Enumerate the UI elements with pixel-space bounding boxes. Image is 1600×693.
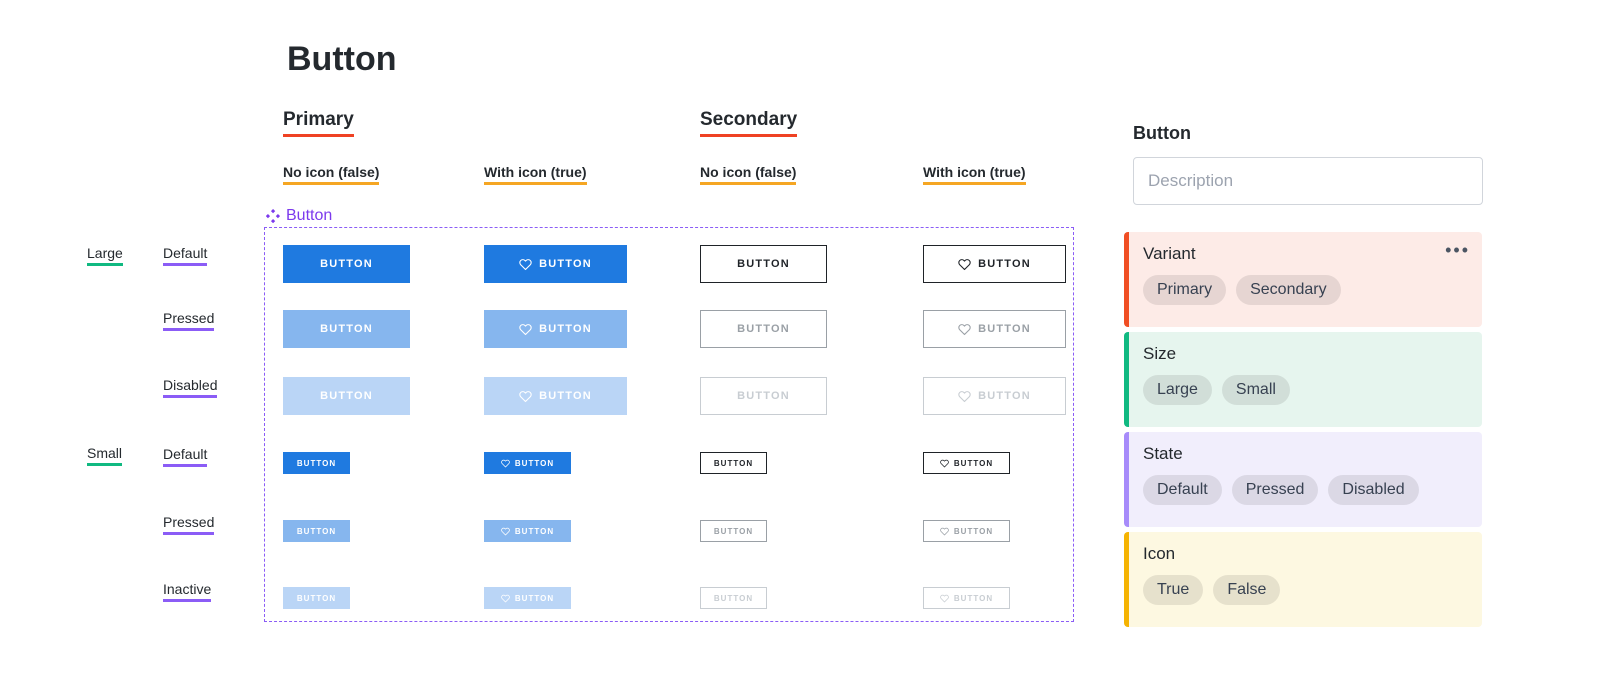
heart-icon [940,527,949,536]
pill-pressed[interactable]: Pressed [1232,475,1319,505]
button-primary-small-default-noicon[interactable]: BUTTON [283,452,350,474]
button-secondary-small-default-noicon[interactable]: BUTTON [700,452,767,474]
state-label-small-default: Default [163,446,207,467]
button-primary-large-default-noicon[interactable]: BUTTON [283,245,410,283]
button-primary-large-disabled-withicon[interactable]: BUTTON [484,377,627,415]
state-label-large-pressed: Pressed [163,310,214,331]
pill-default[interactable]: Default [1143,475,1222,505]
size-label-small: Small [87,445,122,466]
pill-primary[interactable]: Primary [1143,275,1226,305]
button-primary-large-pressed-withicon[interactable]: BUTTON [484,310,627,348]
button-primary-small-pressed-noicon[interactable]: BUTTON [283,520,350,542]
heart-icon [519,258,532,271]
heart-icon [958,390,971,403]
heart-icon [940,594,949,603]
heart-icon [501,527,510,536]
state-label-large-default: Default [163,245,207,266]
heart-icon [958,323,971,336]
button-secondary-large-pressed-noicon[interactable]: BUTTON [700,310,827,348]
button-secondary-small-inactive-noicon[interactable]: BUTTON [700,587,767,609]
frame-label[interactable]: Button [266,207,332,225]
more-icon[interactable]: ••• [1445,246,1470,255]
button-primary-small-default-withicon[interactable]: BUTTON [484,452,571,474]
heart-icon [519,390,532,403]
header-primary: Primary [283,109,354,137]
pill-disabled[interactable]: Disabled [1328,475,1418,505]
button-primary-small-pressed-withicon[interactable]: BUTTON [484,520,571,542]
pill-row: Default Pressed Disabled [1143,475,1468,505]
pill-row: Primary Secondary [1143,275,1468,305]
property-card-state[interactable]: State Default Pressed Disabled [1124,432,1482,527]
button-primary-large-disabled-noicon[interactable]: BUTTON [283,377,410,415]
header-secondary: Secondary [700,109,797,137]
pill-secondary[interactable]: Secondary [1236,275,1341,305]
state-label-large-disabled: Disabled [163,377,217,398]
subheader-secondary-withicon: With icon (true) [923,164,1026,185]
button-primary-small-inactive-noicon[interactable]: BUTTON [283,587,350,609]
property-card-title: State [1143,444,1468,464]
subheader-primary-withicon: With icon (true) [484,164,587,185]
state-label-small-pressed: Pressed [163,514,214,535]
pill-row: Large Small [1143,375,1468,405]
property-card-icon[interactable]: Icon True False [1124,532,1482,627]
pill-false[interactable]: False [1213,575,1280,605]
button-primary-large-pressed-noicon[interactable]: BUTTON [283,310,410,348]
component-icon [266,209,280,223]
pill-large[interactable]: Large [1143,375,1212,405]
button-secondary-large-default-noicon[interactable]: BUTTON [700,245,827,283]
button-secondary-large-disabled-noicon[interactable]: BUTTON [700,377,827,415]
button-secondary-large-disabled-withicon[interactable]: BUTTON [923,377,1066,415]
property-card-size[interactable]: Size Large Small [1124,332,1482,427]
selection-frame[interactable] [264,227,1074,622]
heart-icon [501,594,510,603]
property-card-title: Icon [1143,544,1468,564]
heart-icon [940,459,949,468]
button-secondary-small-pressed-withicon[interactable]: BUTTON [923,520,1010,542]
heart-icon [501,459,510,468]
size-label-large: Large [87,245,123,266]
button-secondary-small-pressed-noicon[interactable]: BUTTON [700,520,767,542]
heart-icon [519,323,532,336]
pill-row: True False [1143,575,1468,605]
pill-small[interactable]: Small [1222,375,1290,405]
description-input[interactable]: Description [1133,157,1483,205]
subheader-primary-noicon: No icon (false) [283,164,379,185]
heart-icon [958,258,971,271]
button-primary-large-default-withicon[interactable]: BUTTON [484,245,627,283]
button-secondary-small-default-withicon[interactable]: BUTTON [923,452,1010,474]
state-label-small-inactive: Inactive [163,581,211,602]
pill-true[interactable]: True [1143,575,1203,605]
button-secondary-large-default-withicon[interactable]: BUTTON [923,245,1066,283]
button-secondary-large-pressed-withicon[interactable]: BUTTON [923,310,1066,348]
button-primary-small-inactive-withicon[interactable]: BUTTON [484,587,571,609]
frame-label-text: Button [286,207,332,225]
subheader-secondary-noicon: No icon (false) [700,164,796,185]
description-placeholder: Description [1148,171,1233,191]
property-card-title: Size [1143,344,1468,364]
property-card-variant[interactable]: Variant ••• Primary Secondary [1124,232,1482,327]
button-secondary-small-inactive-withicon[interactable]: BUTTON [923,587,1010,609]
property-card-title: Variant [1143,244,1468,264]
panel-title: Button [1133,123,1191,144]
page-title: Button [287,40,397,79]
